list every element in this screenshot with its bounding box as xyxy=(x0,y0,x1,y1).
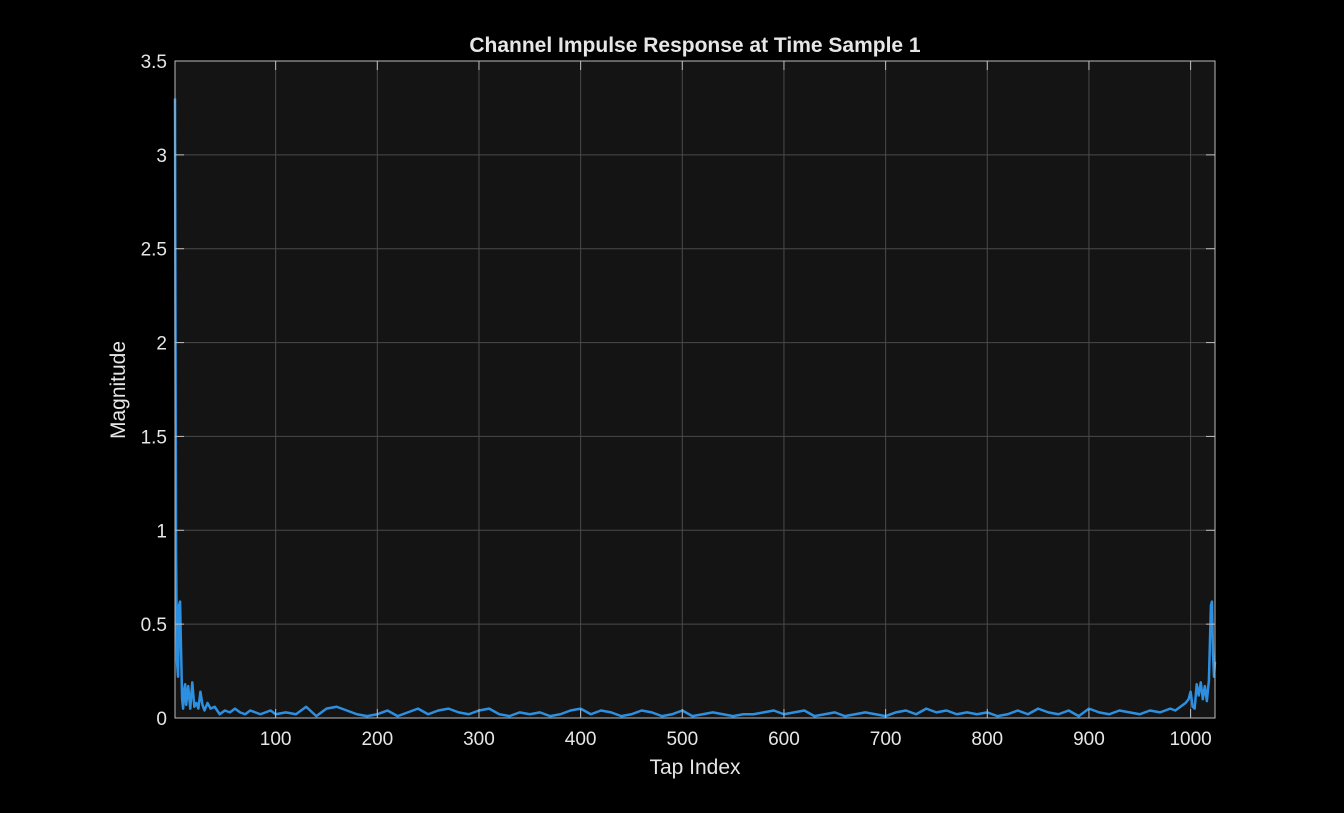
x-axis-label: Tap Index xyxy=(649,756,741,779)
x-tick-label: 500 xyxy=(666,729,698,750)
y-tick-label: 3.5 xyxy=(141,52,167,73)
x-tick-label: 700 xyxy=(870,729,902,750)
y-tick-label: 3 xyxy=(156,146,167,167)
y-tick-label: 0 xyxy=(156,709,167,730)
tick-layer: 100 200 300 400 500 600 700 800 900 1000 0 0.5 1 1.5 2… xyxy=(141,52,1215,750)
y-tick-label: 1.5 xyxy=(141,427,167,448)
y-tick-label: 2.5 xyxy=(141,240,167,261)
x-tick-label: 600 xyxy=(768,729,800,750)
x-tick-label: 1000 xyxy=(1169,729,1211,750)
x-tick-label: 100 xyxy=(260,729,292,750)
series-layer xyxy=(173,98,1217,718)
y-tick-label: 2 xyxy=(156,334,167,355)
series-line xyxy=(173,98,1217,718)
x-tick-label: 300 xyxy=(463,729,495,750)
x-tick-label: 400 xyxy=(565,729,597,750)
axes-frame xyxy=(174,60,1216,719)
y-axis-label: Magnitude xyxy=(107,341,130,439)
x-tick-label: 800 xyxy=(971,729,1003,750)
y-tick-label: 0.5 xyxy=(141,615,167,636)
x-tick-label: 200 xyxy=(361,729,393,750)
y-tick-label: 1 xyxy=(156,521,167,542)
x-tick-label: 900 xyxy=(1073,729,1105,750)
chart-title: Channel Impulse Response at Time Sample … xyxy=(469,34,921,57)
axes-background xyxy=(175,61,1215,718)
